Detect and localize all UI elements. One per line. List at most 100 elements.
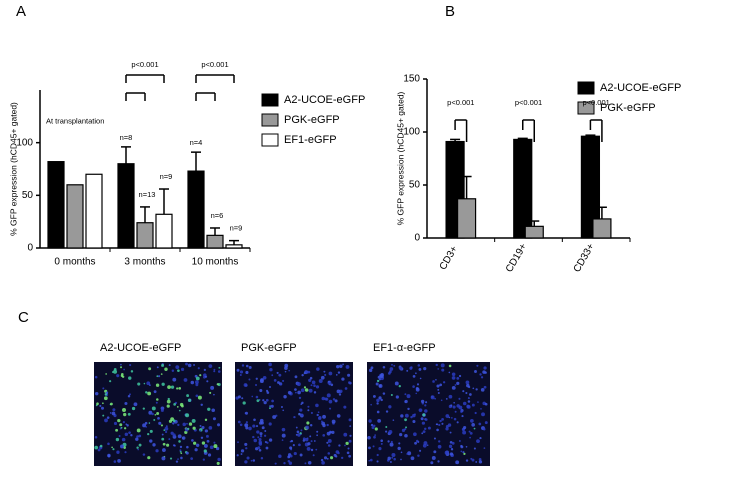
cell [374, 434, 377, 436]
cell [376, 398, 380, 403]
cell [178, 386, 182, 390]
cell [300, 429, 303, 432]
cell [335, 450, 340, 454]
cell [135, 437, 139, 441]
cell [178, 409, 181, 412]
cell [177, 369, 180, 373]
cell [406, 452, 409, 455]
cell [421, 432, 424, 435]
cell [368, 419, 372, 423]
cell [147, 432, 150, 436]
cell [309, 435, 312, 438]
cell [166, 399, 171, 404]
cell [444, 450, 449, 455]
cell [374, 427, 378, 431]
cell [200, 403, 203, 407]
cell [422, 413, 426, 417]
cell [451, 376, 456, 380]
cell [94, 375, 98, 379]
cell [156, 412, 160, 415]
cell [284, 363, 289, 368]
cell [460, 450, 463, 453]
cell [206, 439, 210, 443]
cell [268, 362, 272, 367]
cell [164, 426, 169, 431]
cell [482, 427, 486, 431]
cell [471, 423, 475, 427]
bar [85, 173, 103, 249]
cell [244, 423, 249, 428]
cell [323, 370, 326, 373]
cell [112, 408, 116, 412]
cell [254, 383, 258, 387]
cell [463, 426, 467, 430]
cell [168, 419, 172, 423]
cell [307, 405, 310, 408]
cell [326, 393, 331, 398]
cell [161, 437, 165, 441]
cell [418, 408, 423, 413]
p-value: p<0.001 [131, 60, 158, 69]
cell [288, 461, 293, 465]
cell [252, 435, 255, 439]
cell [154, 413, 157, 416]
cell [153, 390, 157, 394]
cell [308, 388, 313, 393]
cell [328, 371, 333, 376]
cell [289, 454, 293, 458]
cell [424, 418, 428, 421]
cell [406, 394, 411, 399]
cell [239, 373, 242, 376]
cell [461, 415, 464, 418]
cell [297, 390, 301, 395]
cell [418, 367, 422, 371]
cell [307, 409, 310, 412]
cell [460, 444, 463, 448]
cell [164, 367, 168, 371]
cell [123, 427, 127, 430]
cell [317, 416, 322, 421]
cell [481, 412, 485, 417]
cell [382, 365, 386, 369]
cell [395, 395, 399, 399]
cell [327, 444, 331, 447]
cell [376, 410, 380, 414]
cell [180, 456, 183, 460]
cell [315, 448, 318, 451]
cell [248, 365, 252, 369]
cell [113, 369, 118, 374]
cell [294, 375, 298, 379]
cell [259, 388, 263, 393]
cell [120, 363, 122, 366]
legend-swatch [577, 81, 595, 95]
cell [120, 444, 124, 449]
cell [203, 449, 207, 453]
cell [183, 378, 188, 382]
cell [432, 380, 435, 383]
cell [449, 431, 452, 434]
cell [424, 427, 427, 431]
cell [338, 444, 341, 447]
cell [184, 430, 188, 434]
cell [415, 439, 419, 443]
cell [338, 393, 342, 396]
cell [445, 414, 450, 418]
cell [484, 421, 488, 425]
cell [239, 370, 244, 374]
cell [179, 449, 182, 452]
cell [120, 366, 123, 369]
cell [166, 443, 170, 447]
cell [162, 442, 166, 446]
cell [265, 446, 269, 450]
cell [165, 425, 168, 428]
cell [258, 440, 263, 445]
cell [321, 396, 326, 401]
cell [185, 413, 190, 418]
cell [401, 428, 406, 432]
cell [294, 388, 297, 391]
cell [242, 401, 246, 405]
cell [467, 400, 471, 403]
cell [310, 440, 313, 443]
cell [280, 383, 283, 386]
cell [278, 454, 282, 458]
